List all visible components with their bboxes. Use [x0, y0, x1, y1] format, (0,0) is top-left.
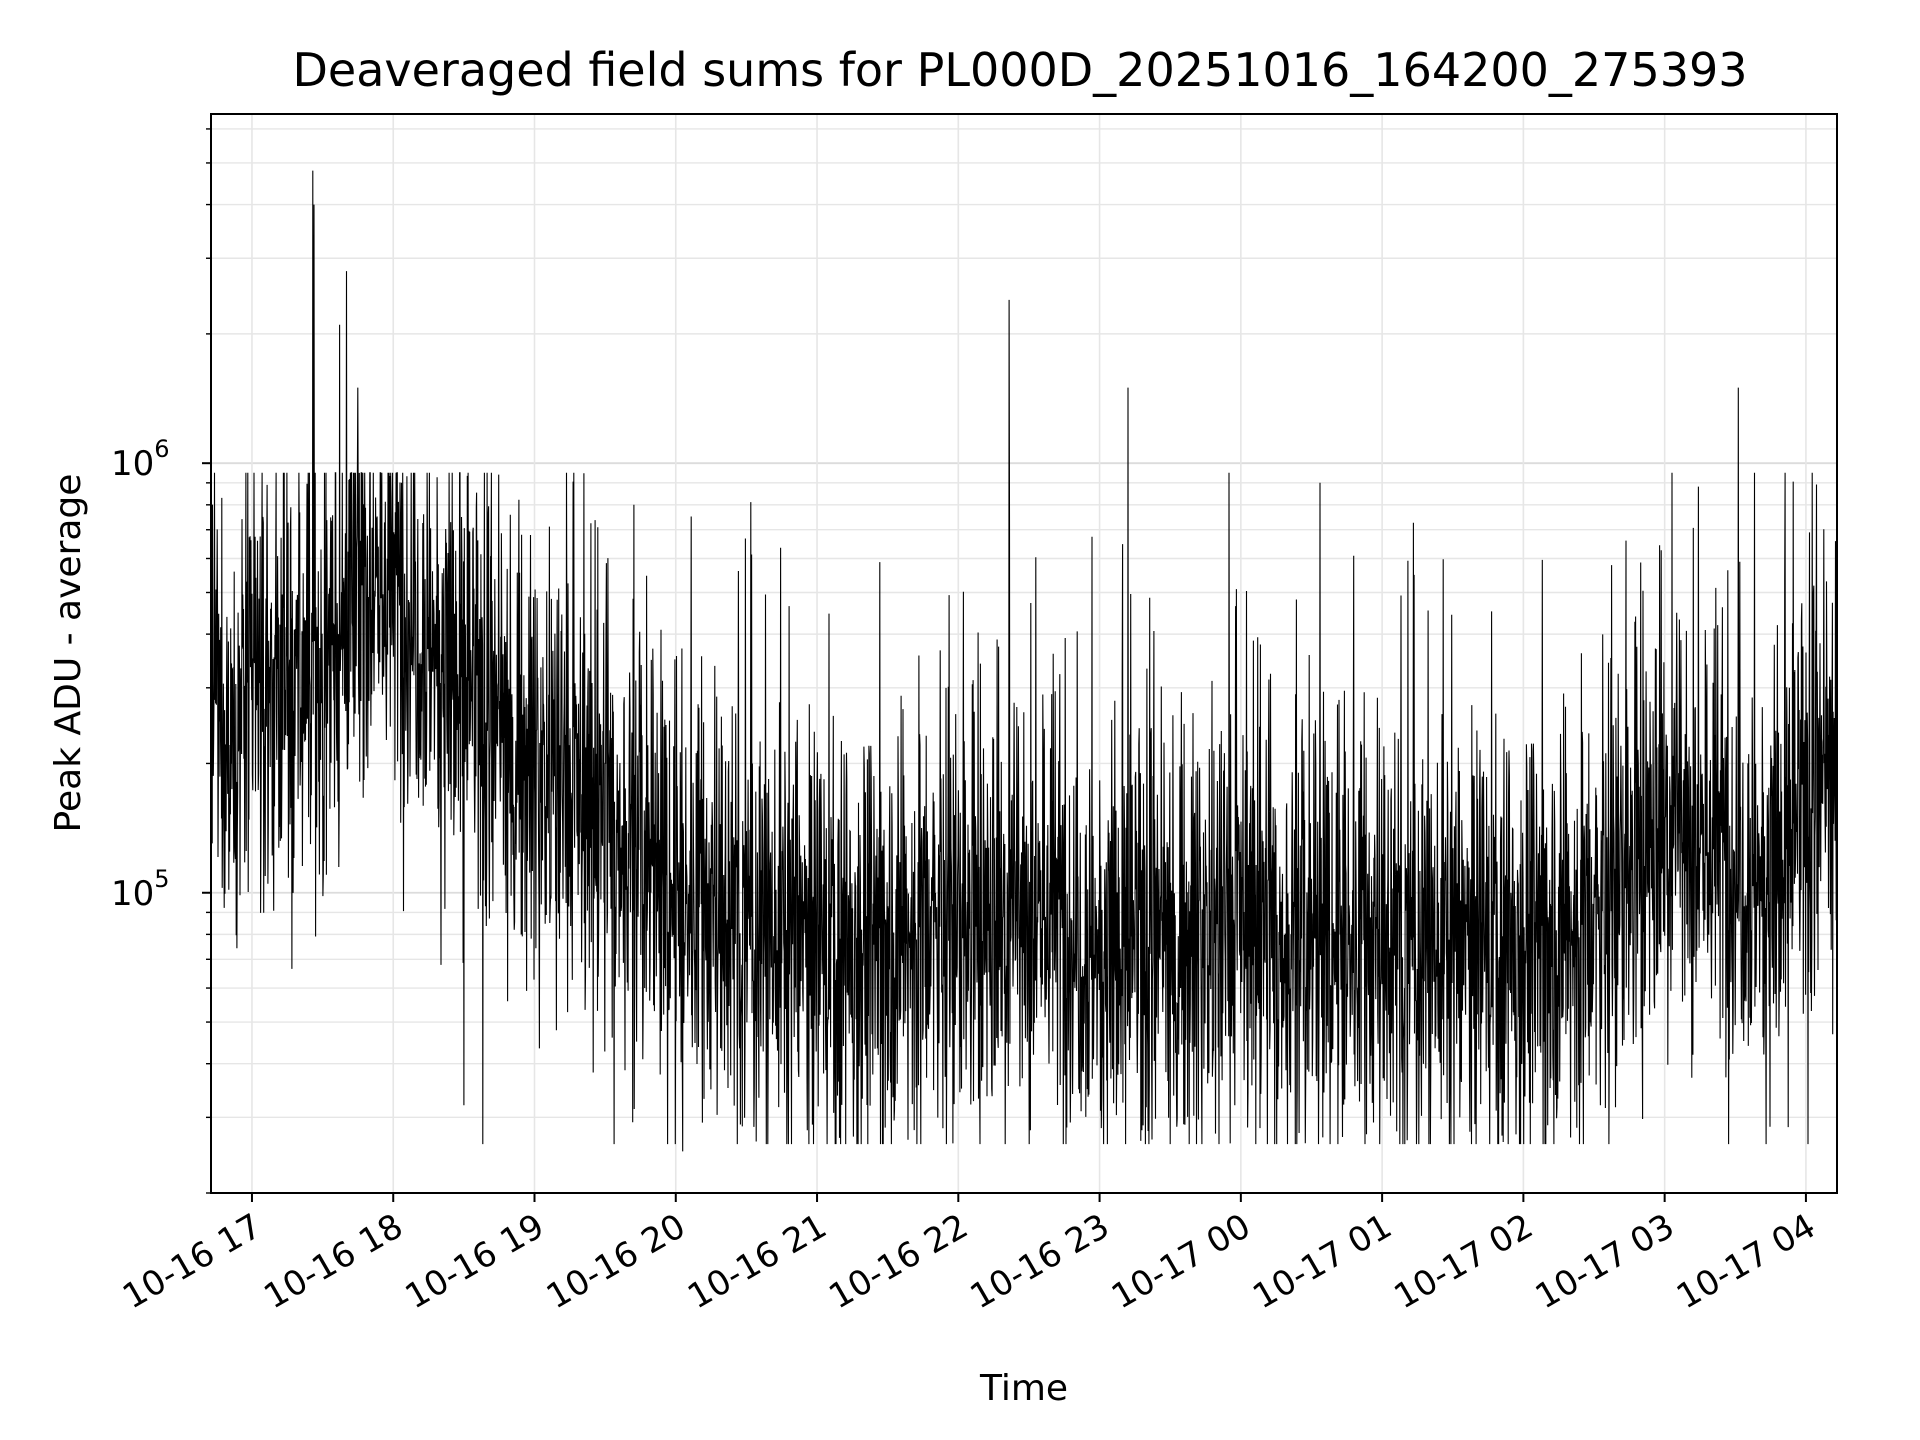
y-axis-label: Peak ADU - average — [48, 474, 89, 833]
y-tick-label: 105 — [111, 865, 170, 914]
plot-frame — [210, 113, 1838, 1194]
y-tick-label: 106 — [111, 435, 170, 484]
data-line-layer — [210, 170, 1838, 1152]
chart-title: Deaveraged field sums for PL000D_2025101… — [292, 43, 1747, 97]
series-line — [210, 170, 1838, 1152]
x-axis-label: Time — [979, 1368, 1068, 1409]
